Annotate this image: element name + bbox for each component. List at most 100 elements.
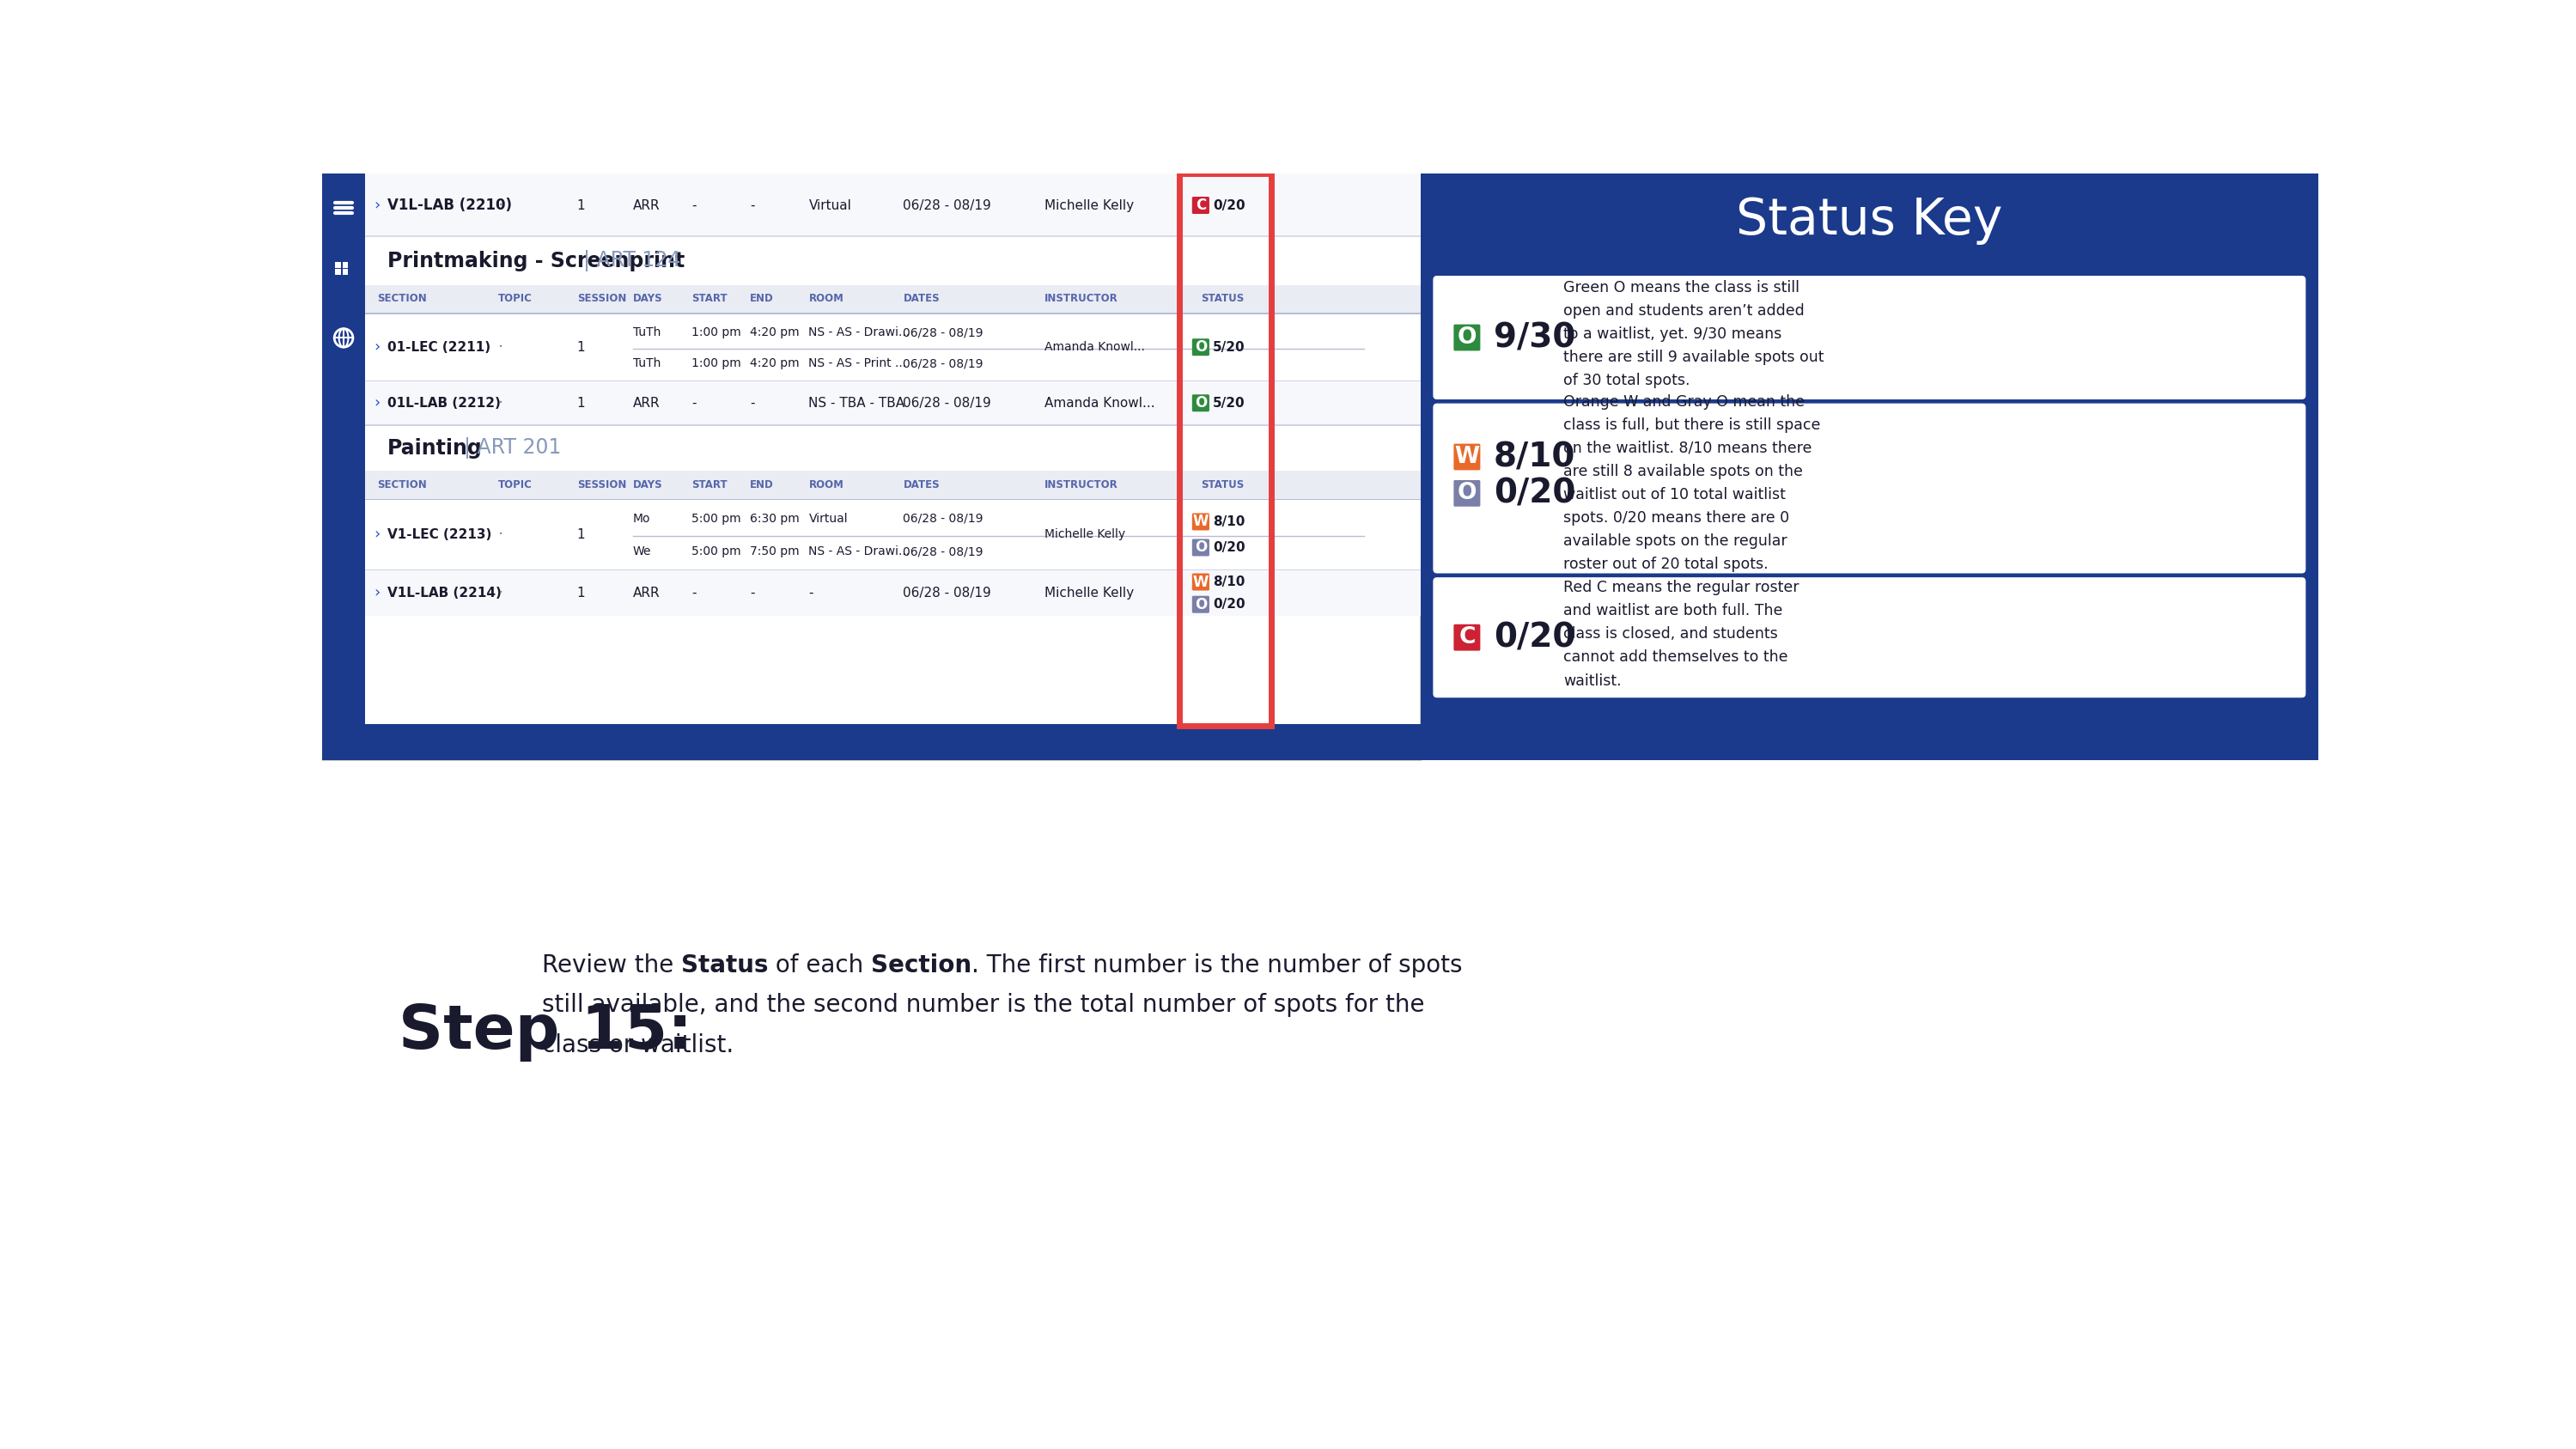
- FancyBboxPatch shape: [1453, 325, 1481, 351]
- Bar: [366, 381, 1419, 425]
- Text: 01-LEC (2211): 01-LEC (2211): [386, 341, 489, 354]
- Text: W: W: [1455, 446, 1479, 468]
- Text: Painting: Painting: [386, 438, 482, 459]
- Text: SECTION: SECTION: [376, 480, 428, 490]
- Bar: [366, 724, 1419, 761]
- Text: NS - AS - Drawi...: NS - AS - Drawi...: [809, 545, 909, 558]
- Text: ›: ›: [374, 197, 381, 213]
- Text: INSTRUCTOR: INSTRUCTOR: [1043, 293, 1118, 304]
- Text: 0/20: 0/20: [1213, 199, 1244, 212]
- Text: 5/20: 5/20: [1213, 341, 1244, 354]
- Text: 1: 1: [577, 529, 585, 540]
- Text: 0/20: 0/20: [1494, 622, 1577, 653]
- Bar: [366, 314, 1419, 380]
- Text: ARR: ARR: [634, 199, 659, 212]
- FancyBboxPatch shape: [1193, 574, 1208, 591]
- Text: TOPIC: TOPIC: [497, 480, 533, 490]
- Bar: [366, 236, 1419, 285]
- Bar: [343, 262, 348, 268]
- Text: ·: ·: [497, 396, 505, 412]
- Text: 8/10: 8/10: [1213, 575, 1244, 588]
- Text: DATES: DATES: [904, 293, 940, 304]
- Bar: [335, 262, 340, 268]
- Text: DATES: DATES: [904, 480, 940, 490]
- Text: We: We: [634, 545, 652, 558]
- Text: ›: ›: [374, 339, 381, 355]
- Text: Amanda Knowl...: Amanda Knowl...: [1043, 341, 1144, 354]
- Text: O: O: [1458, 326, 1476, 349]
- Bar: [366, 471, 1419, 498]
- Text: 06/28 - 08/19: 06/28 - 08/19: [904, 326, 984, 339]
- FancyBboxPatch shape: [1432, 577, 2306, 697]
- Text: W: W: [1193, 574, 1208, 590]
- Text: 1:00 pm: 1:00 pm: [690, 358, 742, 369]
- Text: END: END: [750, 293, 773, 304]
- FancyBboxPatch shape: [1193, 539, 1208, 556]
- Text: Orange W and Gray O mean the
class is full, but there is still space
on the wait: Orange W and Gray O mean the class is fu…: [1564, 394, 1821, 572]
- Text: Mo: Mo: [634, 513, 652, 525]
- Text: 06/28 - 08/19: 06/28 - 08/19: [904, 358, 984, 369]
- Text: ARR: ARR: [634, 587, 659, 600]
- Text: 4:20 pm: 4:20 pm: [750, 326, 799, 339]
- Text: Amanda Knowl...: Amanda Knowl...: [1043, 397, 1154, 410]
- FancyBboxPatch shape: [1193, 513, 1208, 530]
- Text: 0/20: 0/20: [1213, 598, 1244, 611]
- Text: ·: ·: [497, 197, 505, 213]
- Text: Review the: Review the: [541, 953, 680, 978]
- Text: still available, and the second number is the total number of spots for the: still available, and the second number i…: [541, 993, 1425, 1017]
- Text: ARR: ARR: [634, 397, 659, 410]
- Text: O: O: [1195, 597, 1206, 611]
- Text: ›: ›: [374, 585, 381, 601]
- Text: ROOM: ROOM: [809, 480, 845, 490]
- Text: 1: 1: [577, 587, 585, 600]
- Text: -: -: [690, 199, 696, 212]
- Text: O: O: [1195, 396, 1206, 410]
- Text: 8/10: 8/10: [1213, 516, 1244, 529]
- Text: Green O means the class is still
open and students aren’t added
to a waitlist, y: Green O means the class is still open an…: [1564, 280, 1824, 388]
- Bar: [322, 174, 1419, 761]
- Bar: [366, 426, 1419, 471]
- Bar: [343, 270, 348, 275]
- Text: O: O: [1195, 540, 1206, 555]
- Text: 1: 1: [577, 397, 585, 410]
- Text: -: -: [750, 199, 755, 212]
- Text: ·: ·: [497, 339, 505, 355]
- Text: O: O: [1195, 339, 1206, 355]
- Text: V1L-LAB (2214): V1L-LAB (2214): [386, 587, 502, 600]
- Text: -: -: [690, 587, 696, 600]
- Bar: [335, 270, 340, 275]
- Text: Section: Section: [871, 953, 971, 978]
- Text: DAYS: DAYS: [634, 480, 662, 490]
- FancyBboxPatch shape: [1453, 625, 1481, 651]
- Text: 0/20: 0/20: [1494, 477, 1577, 510]
- Text: Printmaking - Screenprint: Printmaking - Screenprint: [386, 251, 685, 271]
- Text: INSTRUCTOR: INSTRUCTOR: [1043, 480, 1118, 490]
- Bar: [366, 571, 1419, 616]
- Text: TuTh: TuTh: [634, 358, 659, 369]
- Text: SESSION: SESSION: [577, 293, 626, 304]
- Text: | ART 201: | ART 201: [464, 438, 562, 459]
- Text: 1: 1: [577, 199, 585, 212]
- Text: ·: ·: [497, 526, 505, 543]
- Text: 9/30: 9/30: [1494, 322, 1577, 354]
- Text: 01L-LAB (2212): 01L-LAB (2212): [386, 397, 500, 410]
- Text: of each: of each: [768, 953, 871, 978]
- Text: 0/20: 0/20: [1213, 540, 1244, 554]
- Text: ·: ·: [497, 585, 505, 601]
- Text: -: -: [750, 587, 755, 600]
- Text: Virtual: Virtual: [809, 199, 853, 212]
- Text: Step 15:: Step 15:: [399, 1003, 693, 1061]
- Text: . The first number is the number of spots: . The first number is the number of spot…: [971, 953, 1463, 978]
- FancyBboxPatch shape: [1453, 480, 1481, 507]
- Text: TuTh: TuTh: [634, 326, 659, 339]
- Text: C: C: [1195, 197, 1206, 213]
- Text: NS - AS - Print ...: NS - AS - Print ...: [809, 358, 907, 369]
- Text: END: END: [750, 480, 773, 490]
- Text: -: -: [690, 397, 696, 410]
- Text: | ART 124: | ART 124: [585, 251, 680, 271]
- Text: C: C: [1458, 626, 1476, 649]
- Text: ›: ›: [374, 396, 381, 410]
- Text: V1-LEC (2213): V1-LEC (2213): [386, 529, 492, 540]
- Text: Michelle Kelly: Michelle Kelly: [1043, 529, 1126, 540]
- Text: START: START: [690, 480, 726, 490]
